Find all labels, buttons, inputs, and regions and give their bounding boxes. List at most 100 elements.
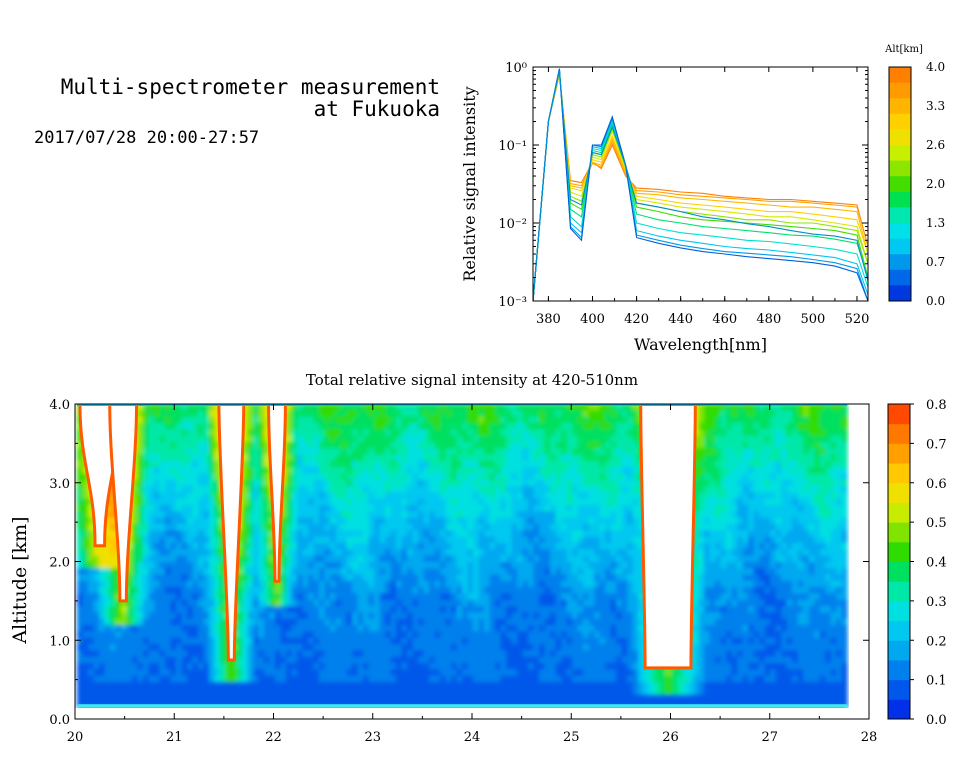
heatmap-cell (583, 568, 590, 576)
heatmap-cell (605, 593, 612, 601)
heatmap-cell (341, 675, 348, 683)
heatmap-cell (93, 593, 100, 601)
heatmap-cell (203, 492, 210, 500)
heatmap-cell (198, 675, 205, 683)
heatmap-cell (236, 612, 243, 620)
heatmap-cell (500, 454, 507, 462)
heatmap-cell (616, 599, 623, 607)
altitude-colorbar-label: 1.3 (926, 216, 945, 230)
heatmap-cell (236, 637, 243, 645)
heatmap-cell (379, 505, 386, 512)
heatmap-cell (264, 625, 271, 632)
heatmap-cell (198, 441, 205, 449)
heatmap-cell (264, 511, 271, 519)
heatmap-cell (550, 688, 557, 696)
heatmap-cell (214, 467, 221, 475)
heatmap-cell (165, 505, 172, 512)
heatmap-cell (379, 644, 386, 651)
heatmap-cell (176, 587, 183, 595)
heatmap-cell (247, 530, 254, 538)
heatmap-cell (418, 694, 425, 702)
heatmap-cell (379, 511, 386, 519)
heatmap-cell (412, 467, 419, 475)
heatmap-cell (280, 492, 287, 500)
heatmap-cell (522, 435, 529, 443)
heatmap-cell (341, 574, 348, 582)
heatmap-cell (352, 637, 359, 645)
heatmap-cell (418, 460, 425, 468)
heatmap-cell (269, 688, 276, 696)
heatmap-cell (605, 511, 612, 519)
heatmap-cell (555, 492, 562, 500)
heatmap-cell (209, 498, 216, 506)
heatmap-cell (572, 650, 579, 658)
heatmap-cell (231, 688, 238, 696)
heatmap-cell (214, 511, 221, 519)
heatmap-cell (192, 631, 199, 639)
heatmap-cell (489, 574, 496, 582)
heatmap-cell (550, 479, 557, 487)
heatmap-cell (577, 587, 584, 595)
heatmap-cell (533, 460, 540, 468)
heatmap-cell (143, 467, 150, 475)
heatmap-cell (187, 688, 194, 696)
heatmap-cell (506, 675, 513, 683)
heatmap-cell (109, 681, 117, 689)
heatmap-cell (335, 574, 342, 582)
heatmap-cell (528, 467, 535, 475)
heatmap-cell (451, 631, 458, 639)
heatmap-cell (324, 656, 331, 664)
heatmap-cell (313, 675, 320, 683)
heatmap-cell (495, 511, 502, 519)
heatmap-cell (165, 555, 172, 563)
heatmap-cell (313, 467, 320, 475)
heatmap-cell (533, 599, 540, 607)
heatmap-cell (313, 625, 320, 632)
heatmap-cell (363, 631, 370, 639)
heatmap-cell (192, 549, 199, 557)
heatmap-cell (176, 460, 183, 468)
heatmap-cell (104, 662, 111, 670)
heatmap-cell (429, 486, 436, 494)
heatmap-cell (280, 681, 287, 689)
heatmap-cell (478, 498, 485, 506)
heatmap-cell (451, 441, 458, 449)
heatmap-cell (346, 694, 353, 702)
heatmap-cell (500, 511, 507, 519)
heatmap-cell (258, 492, 265, 500)
heatmap-cell (104, 530, 111, 538)
heatmap-cell (605, 669, 612, 677)
heatmap-cell (148, 593, 155, 601)
heatmap-cell (588, 675, 595, 683)
heatmap-cell (511, 479, 518, 487)
heatmap-cell (511, 618, 518, 626)
heatmap-cell (445, 549, 452, 557)
heatmap-cell (407, 568, 414, 576)
heatmap-cell (330, 441, 337, 449)
heatmap-cell (495, 688, 502, 696)
heatmap-cell (484, 524, 491, 531)
heatmap-cell (467, 631, 474, 639)
heatmap-cell (544, 694, 551, 702)
heatmap-cell (181, 410, 188, 418)
heatmap-cell (82, 650, 89, 658)
heatmap-cell (368, 511, 375, 519)
heatmap-cell (363, 574, 370, 582)
heatmap-cell (528, 593, 535, 601)
heatmap-cell (335, 492, 342, 500)
spectrum-chart: 380 400 420 440 460 480 500 52010⁻³10⁻²10⁻¹10⁰W… (460, 61, 869, 354)
heatmap-cell (621, 675, 628, 683)
heatmap-cell (467, 662, 474, 670)
heatmap-cell (313, 606, 320, 614)
heatmap-cell (220, 650, 227, 658)
heatmap-cell (203, 410, 210, 418)
heatmap-cell (335, 593, 342, 601)
heatmap-cell (610, 498, 617, 506)
heatmap-cell (577, 524, 584, 531)
heatmap-cell (76, 568, 84, 576)
heatmap-cell (423, 429, 430, 437)
heatmap-cell (115, 688, 122, 696)
heatmap-cell (242, 422, 249, 430)
heatmap-cell (209, 511, 216, 519)
heatmap-cell (456, 631, 463, 639)
